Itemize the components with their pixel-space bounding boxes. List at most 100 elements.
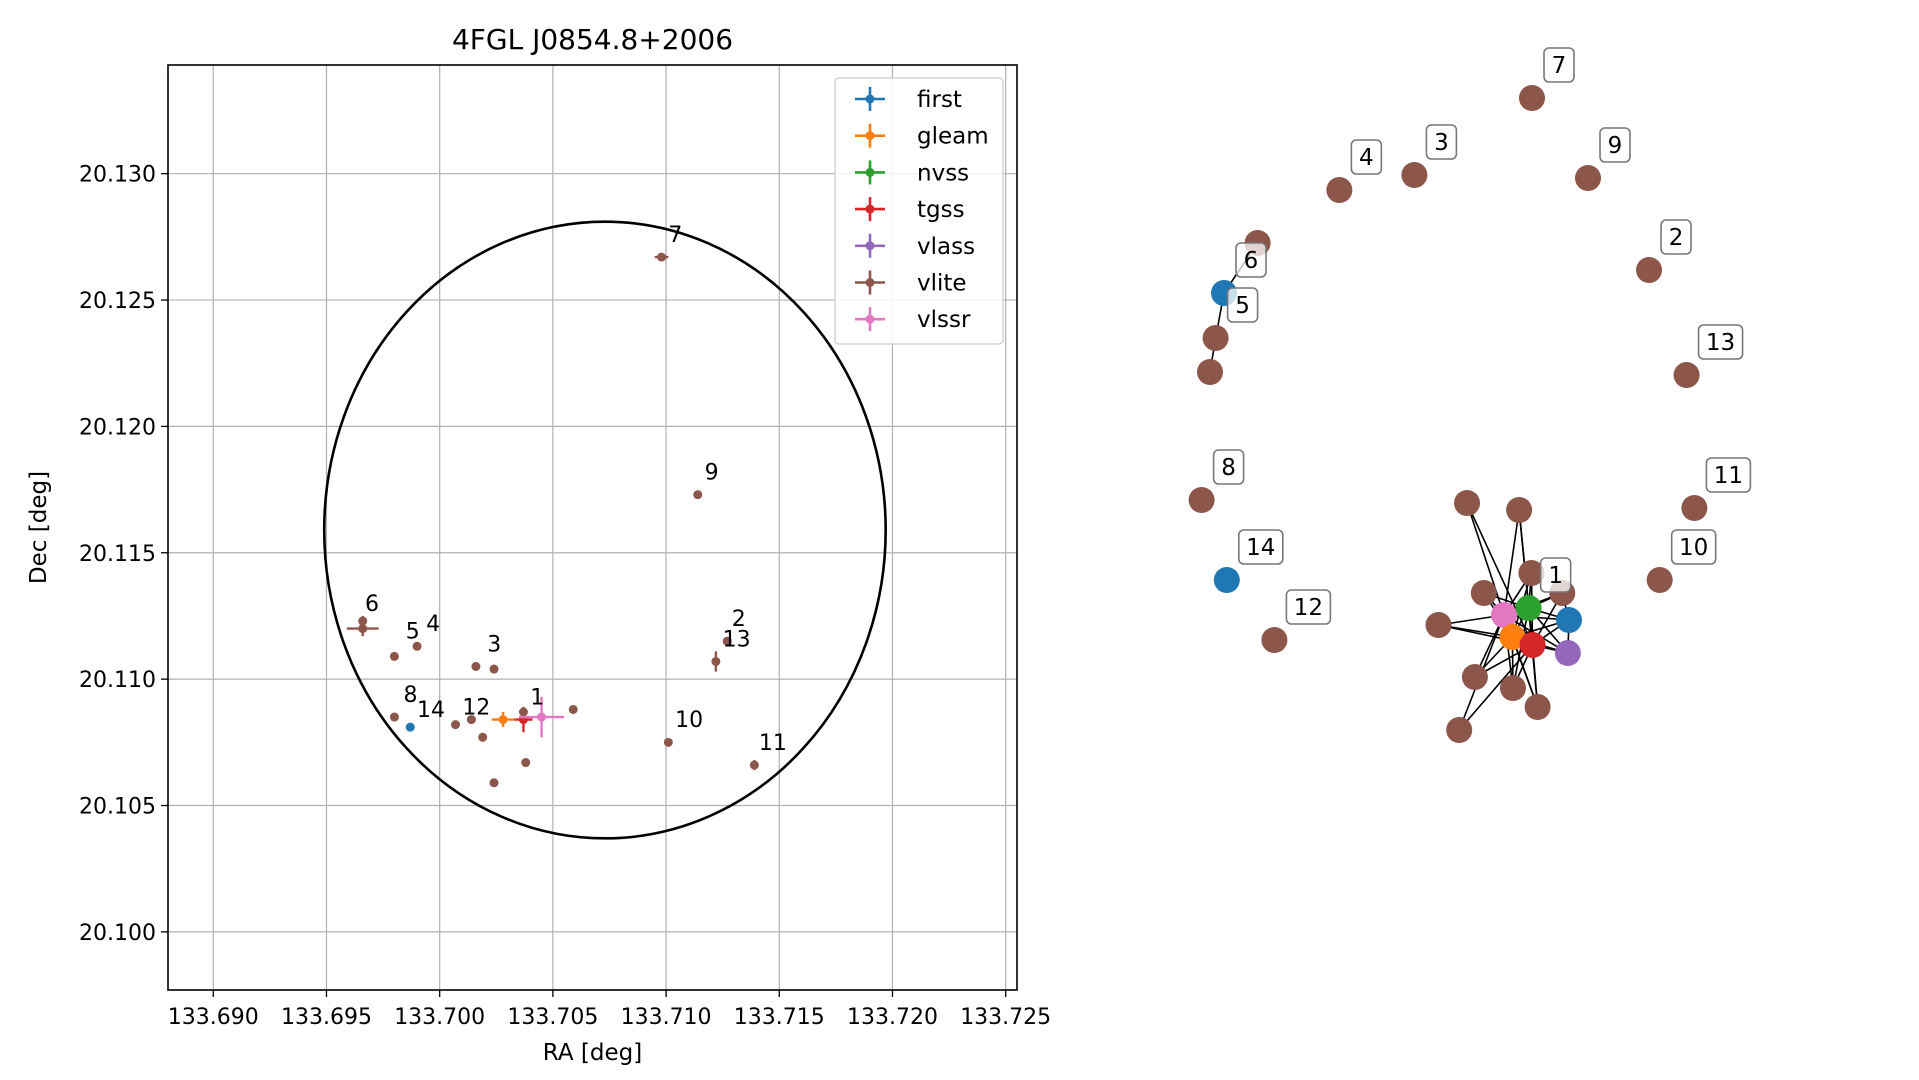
point-marker [518, 707, 528, 717]
legend-entry-vlite: vlite [855, 270, 967, 297]
node-label-text: 8 [1221, 455, 1236, 481]
point-label: 12 [462, 696, 490, 721]
graph-node-label: 9 [1599, 127, 1631, 163]
graph-edge [1518, 509, 1530, 609]
data-point-vlite [389, 712, 399, 722]
graph-edge [1503, 509, 1520, 616]
legend-marker-dot [865, 204, 875, 214]
point-marker [489, 664, 499, 674]
graph-node-label: 10 [1670, 529, 1717, 565]
data-point-vlssr [518, 696, 565, 738]
node-label-text: 3 [1434, 130, 1449, 156]
data-point-vlite [478, 732, 488, 742]
point-label: 11 [759, 731, 787, 756]
data-point-vlite [521, 758, 531, 768]
graph-node-label: 12 [1285, 589, 1332, 625]
legend-label: vlass [917, 234, 975, 260]
y-tick-label: 20.120 [79, 415, 156, 440]
data-point-vlite [749, 760, 759, 771]
graph-node-vlite [1326, 177, 1353, 203]
point-marker [389, 712, 399, 722]
x-axis-ticks: 133.690 133.695 133.700 133.705 133.710 133.7… [168, 990, 1051, 1030]
node-label-box [1226, 287, 1259, 323]
node-label-box [1238, 529, 1284, 565]
graph-node-vlite [1202, 325, 1229, 351]
legend-label: tgss [917, 197, 965, 223]
node-label-text: 11 [1714, 463, 1743, 489]
graph-node-vlite [1681, 495, 1708, 521]
point-label: 14 [417, 698, 445, 723]
data-point-first [405, 722, 415, 732]
graph-node-label: 7 [1543, 47, 1575, 83]
node-label-box [1697, 324, 1744, 360]
graph-node-first [1555, 607, 1582, 633]
legend-marker-dot [865, 94, 875, 104]
point-label: 3 [487, 632, 501, 657]
legend-label: vlssr [917, 307, 971, 333]
data-point-vlite [466, 715, 476, 725]
node-label-box [1705, 457, 1752, 493]
graph-node-vlite [1646, 567, 1673, 593]
graph-node-gleam [1499, 624, 1526, 650]
graph-node-vlite [1425, 612, 1452, 638]
graph-node-vlite [1470, 580, 1497, 606]
graph-edge [1466, 502, 1505, 616]
axes-frame [167, 64, 1018, 991]
graph-node-vlite [1575, 165, 1601, 191]
node-label-box [1599, 127, 1631, 163]
graph-node-vlite [1188, 487, 1215, 513]
node-label-text: 9 [1608, 133, 1623, 159]
data-point-vlite [471, 662, 481, 672]
legend-marker-dot [865, 131, 875, 141]
data-point-vlite [489, 778, 499, 788]
graph-node-label: 3 [1425, 124, 1458, 160]
node-label-box [1235, 242, 1267, 278]
y-axis-ticks: 20.100 20.105 20.110 20.115 20.120 20.125 20.1… [79, 163, 168, 946]
point-marker [466, 715, 476, 725]
legend-label: gleam [917, 124, 989, 150]
legend-marker-dot [865, 241, 875, 251]
graph-node-vlite [1461, 664, 1488, 690]
point-label: 10 [675, 708, 703, 733]
point-marker [521, 758, 531, 768]
legend-entry-first: first [855, 87, 962, 113]
legend-label: first [917, 87, 962, 113]
data-point-vlite [693, 490, 703, 500]
graph-node-vlite [1446, 717, 1473, 743]
graph-node-nvss [1515, 595, 1542, 621]
node-label-box [1350, 139, 1383, 175]
x-tick-label: 133.695 [281, 1005, 372, 1030]
point-label: 13 [723, 627, 751, 652]
data-point-vlite [412, 641, 422, 651]
x-tick-label: 133.725 [960, 1005, 1051, 1030]
graph-node-vlssr [1491, 602, 1517, 628]
data-point-vlite [711, 651, 721, 672]
legend-marker-dot [865, 314, 875, 324]
chart-title: 4FGL J0854.8+2006 [452, 23, 733, 56]
graph-node-vlite [1636, 257, 1663, 283]
graph-node-vlite [1261, 627, 1288, 653]
point-label: 8 [403, 683, 417, 708]
graph-edges [1209, 242, 1570, 731]
legend-box [834, 77, 1004, 345]
graph-node-labels: 7 4 3 9 2 13 6 5 8 14 12 11 10 1 [1212, 47, 1752, 625]
y-tick-label: 20.130 [79, 163, 156, 188]
graph-node-vlite [1673, 362, 1700, 388]
point-label: 1 [530, 685, 544, 710]
node-label-box [1670, 529, 1717, 565]
legend-entry-nvss: nvss [855, 160, 969, 186]
point-marker [471, 662, 481, 672]
y-tick-label: 20.100 [79, 921, 156, 946]
x-tick-label: 133.710 [621, 1005, 712, 1030]
point-marker [478, 732, 488, 742]
node-label-text: 2 [1669, 225, 1684, 251]
node-label-box [1212, 449, 1245, 485]
point-marker [693, 490, 703, 500]
x-tick-label: 133.720 [847, 1005, 938, 1030]
node-label-text: 4 [1359, 145, 1374, 171]
scatter-plot: 6 5 4 3 814 12 1 7 9 213 10 11 133.690 133.695 133.70… [26, 23, 1051, 1066]
point-marker [657, 252, 667, 262]
point-marker [568, 704, 578, 714]
graph-node-vlite [1401, 162, 1428, 188]
